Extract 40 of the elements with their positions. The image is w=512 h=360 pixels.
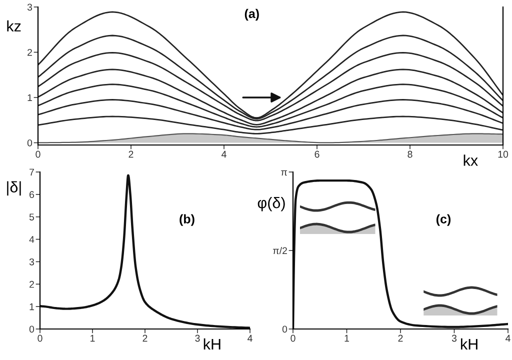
x-tick-label: 0	[36, 150, 40, 158]
y-tick-label: π	[281, 170, 288, 176]
x-tick-label: 3	[195, 334, 200, 342]
x-tick-label: 3	[452, 334, 457, 342]
x-tick-label: 4	[248, 334, 252, 342]
x-tick-label: 2	[128, 150, 134, 158]
y-tick-label: π/2	[273, 246, 287, 254]
x-tick-label: 2	[398, 334, 403, 342]
y-axis-title: kz	[7, 20, 21, 32]
x-axis-title: kH	[460, 338, 478, 350]
chart-title: (a)	[244, 8, 259, 21]
y-tick-label: 2	[28, 48, 32, 56]
y-axis-title: φ(δ)	[258, 197, 285, 212]
y-tick-label: 0	[27, 139, 32, 146]
y-tick-label: 5	[29, 214, 34, 220]
y-tick-label: 3	[27, 4, 32, 11]
y-axis-title: |δ|	[7, 181, 21, 196]
y-tick-label: 0	[282, 326, 288, 333]
y-tick-label: 4	[29, 236, 34, 243]
y-tick-label: 2	[30, 280, 34, 288]
y-tick-label: 0	[29, 326, 34, 333]
x-tick-label: 4	[222, 150, 226, 158]
x-tick-label: 10	[498, 150, 508, 158]
text: (b)	[180, 214, 194, 226]
y-tick-label: 1	[28, 94, 32, 102]
x-axis-title: kH	[204, 338, 220, 350]
y-tick-label: 7	[30, 168, 34, 176]
text: (c)	[436, 214, 451, 226]
x-tick-label: 4	[506, 334, 510, 342]
x-tick-label: 6	[314, 150, 320, 158]
x-tick-label: 2	[142, 334, 148, 342]
y-tick-label: 6	[30, 191, 34, 198]
x-tick-label: 1	[344, 334, 349, 342]
x-tick-label: 1	[90, 334, 95, 342]
x-axis-title: kx	[464, 154, 478, 166]
y-tick-label: 3	[29, 258, 34, 266]
y-tick-label: 1	[30, 303, 34, 310]
x-tick-label: 0	[38, 334, 42, 342]
x-tick-label: 0	[290, 334, 296, 342]
x-tick-label: 8	[408, 150, 412, 158]
